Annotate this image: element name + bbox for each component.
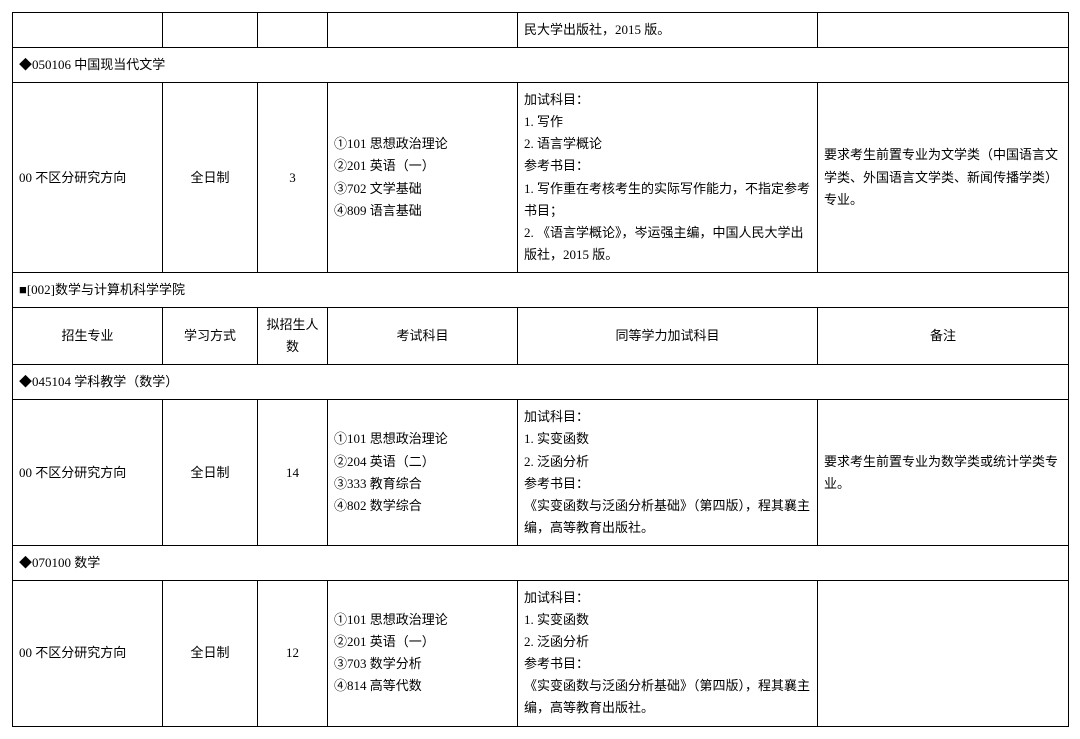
remark-cell: 要求考生前置专业为数学类或统计学类专业。 (818, 400, 1069, 546)
count-cell: 3 (258, 83, 328, 273)
major-header-row: ◆050106 中国现当代文学 (13, 48, 1069, 83)
direction-cell: 00 不区分研究方向 (13, 580, 163, 726)
col-header-exam: 考试科目 (328, 308, 518, 365)
table-row: 民大学出版社，2015 版。 (13, 13, 1069, 48)
dept-header-row: ■[002]数学与计算机科学学院 (13, 272, 1069, 307)
remark-cell (818, 580, 1069, 726)
mode-cell: 全日制 (163, 83, 258, 273)
cell-empty (163, 13, 258, 48)
major-header-row: ◆070100 数学 (13, 545, 1069, 580)
major-title: ◆045104 学科教学（数学） (13, 365, 1069, 400)
exam-cell: ①101 思想政治理论 ②204 英语（二） ③333 教育综合 ④802 数学… (328, 400, 518, 546)
table-row: 00 不区分研究方向 全日制 3 ①101 思想政治理论 ②201 英语（一） … (13, 83, 1069, 273)
count-cell: 12 (258, 580, 328, 726)
cell-empty (818, 13, 1069, 48)
col-header-extra: 同等学力加试科目 (518, 308, 818, 365)
cell-extra: 民大学出版社，2015 版。 (518, 13, 818, 48)
column-header-row: 招生专业 学习方式 拟招生人数 考试科目 同等学力加试科目 备注 (13, 308, 1069, 365)
cell-empty (328, 13, 518, 48)
direction-cell: 00 不区分研究方向 (13, 400, 163, 546)
cell-empty (13, 13, 163, 48)
dept-title: ■[002]数学与计算机科学学院 (13, 272, 1069, 307)
mode-cell: 全日制 (163, 580, 258, 726)
major-header-row: ◆045104 学科教学（数学） (13, 365, 1069, 400)
extra-cell: 加试科目： 1. 实变函数 2. 泛函分析 参考书目： 《实变函数与泛函分析基础… (518, 400, 818, 546)
direction-cell: 00 不区分研究方向 (13, 83, 163, 273)
extra-cell: 加试科目： 1. 实变函数 2. 泛函分析 参考书目： 《实变函数与泛函分析基础… (518, 580, 818, 726)
col-header-major: 招生专业 (13, 308, 163, 365)
table-row: 00 不区分研究方向 全日制 14 ①101 思想政治理论 ②204 英语（二）… (13, 400, 1069, 546)
remark-cell: 要求考生前置专业为文学类（中国语言文学类、外国语言文学类、新闻传播学类）专业。 (818, 83, 1069, 273)
mode-cell: 全日制 (163, 400, 258, 546)
extra-cell: 加试科目： 1. 写作 2. 语言学概论 参考书目： 1. 写作重在考核考生的实… (518, 83, 818, 273)
col-header-count: 拟招生人数 (258, 308, 328, 365)
table-row: 00 不区分研究方向 全日制 12 ①101 思想政治理论 ②201 英语（一）… (13, 580, 1069, 726)
exam-cell: ①101 思想政治理论 ②201 英语（一） ③702 文学基础 ④809 语言… (328, 83, 518, 273)
major-title: ◆070100 数学 (13, 545, 1069, 580)
col-header-mode: 学习方式 (163, 308, 258, 365)
count-cell: 14 (258, 400, 328, 546)
cell-empty (258, 13, 328, 48)
exam-cell: ①101 思想政治理论 ②201 英语（一） ③703 数学分析 ④814 高等… (328, 580, 518, 726)
col-header-remark: 备注 (818, 308, 1069, 365)
catalog-table: 民大学出版社，2015 版。 ◆050106 中国现当代文学 00 不区分研究方… (12, 12, 1069, 727)
major-title: ◆050106 中国现当代文学 (13, 48, 1069, 83)
